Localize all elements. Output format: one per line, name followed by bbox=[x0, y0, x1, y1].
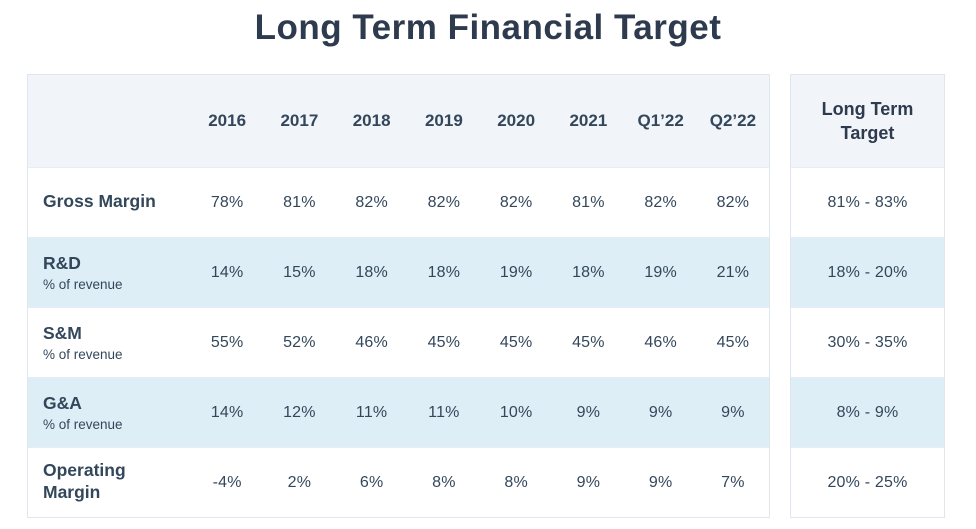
value-cell: 9% bbox=[576, 473, 601, 491]
target-value-gross-margin: 81% - 83% bbox=[791, 167, 944, 237]
row-label-cell: Gross Margin bbox=[28, 191, 191, 215]
value-cell: 8% bbox=[432, 473, 456, 491]
column-header-2016: 2016 bbox=[208, 111, 247, 131]
value-cell: 15% bbox=[283, 263, 316, 281]
value-cell: 18% bbox=[427, 263, 461, 281]
value-cell: 18% bbox=[355, 263, 388, 281]
value-cell: 82% bbox=[499, 193, 533, 211]
value-cell: 12% bbox=[283, 403, 316, 421]
column-header-q2-22: Q2’22 bbox=[709, 111, 757, 131]
column-header-2019: 2019 bbox=[424, 111, 463, 131]
value-cell: 55% bbox=[210, 333, 244, 351]
row-sublabel: % of revenue bbox=[43, 346, 123, 362]
value-cell: 9% bbox=[721, 403, 745, 421]
value-cell: 81% bbox=[572, 193, 605, 211]
column-header-q1-22: Q1’22 bbox=[637, 111, 684, 131]
row-label: G&A bbox=[43, 392, 82, 413]
value-cell: 82% bbox=[716, 193, 750, 211]
value-cell: 9% bbox=[576, 403, 601, 421]
value-cell: 21% bbox=[716, 263, 750, 281]
column-header-2021: 2021 bbox=[569, 111, 608, 131]
target-value-operating-margin: 20% - 25% bbox=[791, 447, 944, 517]
table-header-row: 2016 2017 2018 2019 2020 2021 Q1’22 Q2’2… bbox=[28, 75, 769, 168]
table-row-sm: S&M % of revenue 55% 52% 46% 45% 45% 45%… bbox=[28, 307, 769, 377]
table-row-gross-margin: Gross Margin 78% 81% 82% 82% 82% 81% 82%… bbox=[28, 167, 769, 237]
value-cell: 45% bbox=[427, 333, 461, 351]
target-value-sm: 30% - 35% bbox=[791, 307, 944, 377]
row-label-cell: R&D % of revenue bbox=[28, 253, 191, 293]
value-cell: 82% bbox=[644, 193, 677, 211]
value-cell: 11% bbox=[428, 403, 460, 421]
table-row-ga: G&A % of revenue 14% 12% 11% 11% 10% 9% … bbox=[28, 377, 769, 448]
table-row-operating-margin: Operating Margin -4% 2% 6% 8% 8% 9% 9% 7… bbox=[28, 447, 769, 517]
value-cell: -4% bbox=[212, 473, 242, 491]
row-sublabel: % of revenue bbox=[43, 276, 123, 292]
value-cell: 81% bbox=[283, 193, 316, 211]
column-header-2020: 2020 bbox=[497, 111, 536, 131]
value-cell: 7% bbox=[721, 473, 745, 491]
value-cell: 45% bbox=[499, 333, 533, 351]
value-cell: 45% bbox=[572, 333, 605, 351]
content-area: 2016 2017 2018 2019 2020 2021 Q1’22 Q2’2… bbox=[27, 74, 945, 519]
value-cell: 9% bbox=[648, 473, 673, 491]
value-cell: 2% bbox=[287, 473, 312, 491]
value-cell: 46% bbox=[355, 333, 388, 351]
value-cell: 82% bbox=[355, 193, 388, 211]
value-cell: 19% bbox=[644, 263, 677, 281]
row-sublabel: % of revenue bbox=[43, 416, 123, 432]
row-label: S&M bbox=[43, 322, 82, 343]
table-row-rd: R&D % of revenue 14% 15% 18% 18% 19% 18%… bbox=[28, 237, 769, 308]
value-cell: 78% bbox=[210, 193, 244, 211]
row-label-cell: Operating Margin bbox=[28, 460, 191, 506]
column-header-2018: 2018 bbox=[352, 111, 391, 131]
row-label-cell: S&M % of revenue bbox=[28, 323, 191, 363]
target-panel-header: Long Term Target bbox=[791, 75, 944, 168]
value-cell: 52% bbox=[283, 333, 316, 351]
value-cell: 8% bbox=[504, 473, 528, 491]
target-value-rd: 18% - 20% bbox=[791, 237, 944, 308]
row-label: Gross Margin bbox=[43, 190, 156, 211]
column-header-2017: 2017 bbox=[280, 111, 319, 131]
value-cell: 14% bbox=[210, 403, 244, 421]
target-value-ga: 8% - 9% bbox=[791, 377, 944, 448]
value-cell: 14% bbox=[210, 263, 244, 281]
row-label-cell: G&A % of revenue bbox=[28, 393, 191, 433]
value-cell: 6% bbox=[359, 473, 384, 491]
value-cell: 11% bbox=[355, 403, 388, 421]
long-term-target-panel: Long Term Target 81% - 83% 18% - 20% 30%… bbox=[790, 74, 945, 519]
value-cell: 10% bbox=[499, 403, 533, 421]
value-cell: 19% bbox=[499, 263, 533, 281]
value-cell: 45% bbox=[716, 333, 750, 351]
page-title: Long Term Financial Target bbox=[254, 8, 722, 47]
value-cell: 46% bbox=[644, 333, 677, 351]
value-cell: 18% bbox=[572, 263, 605, 281]
financials-table: 2016 2017 2018 2019 2020 2021 Q1’22 Q2’2… bbox=[27, 74, 770, 519]
value-cell: 82% bbox=[427, 193, 461, 211]
row-label: R&D bbox=[43, 252, 81, 273]
value-cell: 9% bbox=[648, 403, 673, 421]
row-label: Operating Margin bbox=[43, 459, 126, 502]
